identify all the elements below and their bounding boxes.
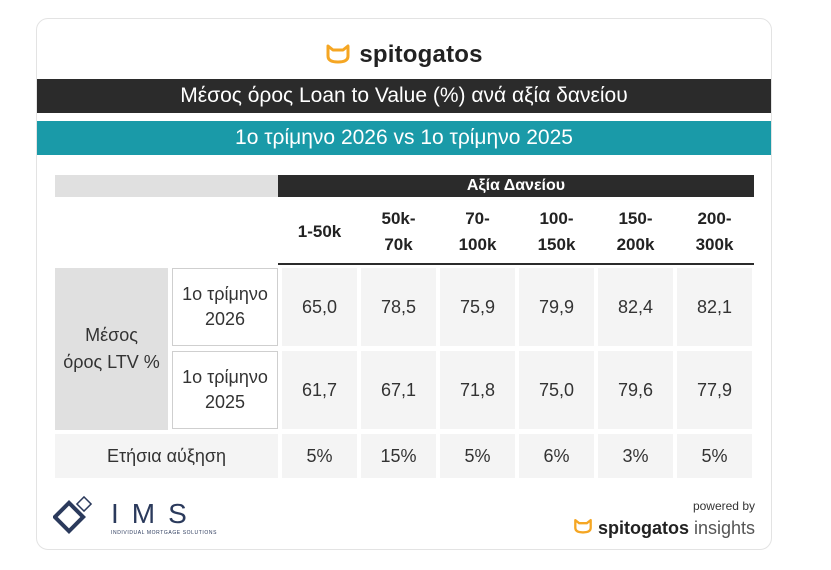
table-cell: 67,1: [361, 351, 436, 429]
table-cell: 77,9: [677, 351, 752, 429]
table-cell: 79,6: [598, 351, 673, 429]
growth-cell: 3%: [598, 434, 673, 478]
powered-by-block: powered by spitogatos insights: [573, 499, 755, 539]
group-header: Αξία Δανείου: [278, 175, 754, 197]
table-cell: 79,9: [519, 268, 594, 346]
table-cell: 75,9: [440, 268, 515, 346]
growth-cell: 5%: [440, 434, 515, 478]
table-cell: 65,0: [282, 268, 357, 346]
row-label: 1ο τρίμηνο 2026: [172, 268, 278, 346]
powered-suffix: insights: [693, 517, 755, 538]
column-header: 50k- 70k: [381, 209, 416, 254]
ims-subtitle: INDIVIDUAL MORTGAGE SOLUTIONS: [111, 529, 218, 536]
column-header: 1-50k: [297, 222, 342, 241]
powered-by-label: powered by: [692, 499, 755, 513]
row-label: 1ο τρίμηνο 2025: [172, 351, 278, 429]
growth-label: Ετήσια αύξηση: [55, 434, 278, 478]
growth-cell: 5%: [282, 434, 357, 478]
growth-cell: 6%: [519, 434, 594, 478]
diamond-logo-icon: [52, 495, 99, 540]
brand-name: spitogatos: [359, 41, 483, 68]
column-header: 70- 100k: [458, 209, 497, 254]
row-group-label: Μέσος όρος LTV %: [55, 268, 168, 430]
growth-cell: 5%: [677, 434, 752, 478]
column-header: 200- 300k: [695, 209, 734, 254]
column-header: 150- 200k: [616, 209, 655, 254]
cat-icon: [573, 517, 593, 539]
header-divider: [278, 263, 754, 265]
table-cell: 75,0: [519, 351, 594, 429]
table-corner: [55, 175, 278, 197]
growth-cell: 15%: [361, 434, 436, 478]
brand-header: spitogatos: [37, 41, 771, 69]
table-cell: 61,7: [282, 351, 357, 429]
ims-letters: IMS: [111, 497, 200, 529]
table-cell: 82,1: [677, 268, 752, 346]
column-header: 100- 150k: [537, 209, 576, 254]
ims-logo: IMS INDIVIDUAL MORTGAGE SOLUTIONS: [52, 495, 218, 540]
page-title: Μέσος όρος Loan to Value (%) ανά αξία δα…: [37, 79, 771, 113]
table-cell: 78,5: [361, 268, 436, 346]
page-subtitle: 1ο τρίμηνο 2026 vs 1ο τρίμηνο 2025: [37, 121, 771, 155]
infographic-card: spitogatos Μέσος όρος Loan to Value (%) …: [36, 18, 772, 550]
powered-brand: spitogatos: [597, 517, 689, 538]
table-cell: 82,4: [598, 268, 673, 346]
cat-icon: [325, 42, 351, 69]
table-cell: 71,8: [440, 351, 515, 429]
